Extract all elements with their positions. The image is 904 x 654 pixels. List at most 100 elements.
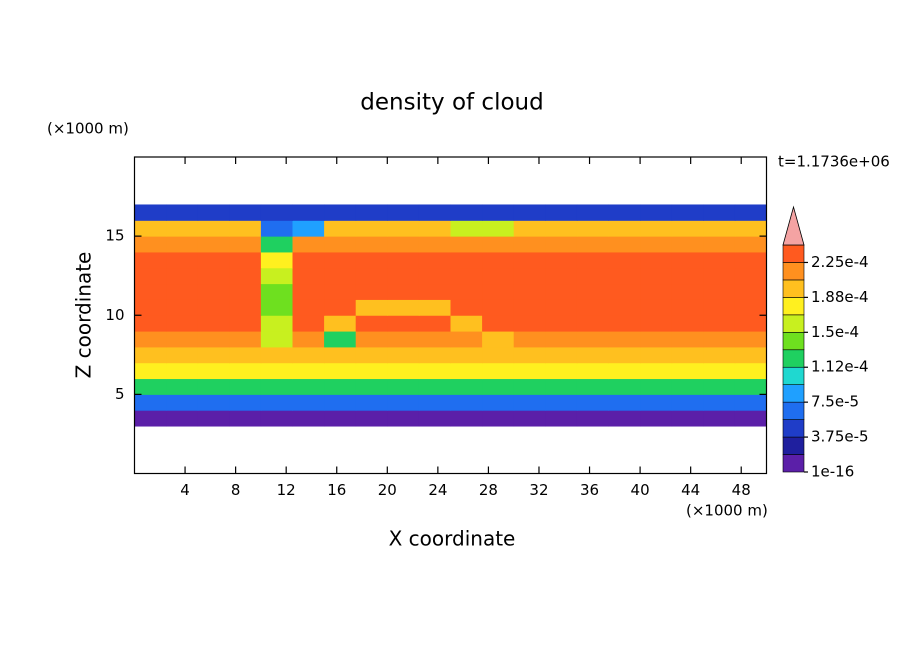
field-cell <box>513 362 546 380</box>
field-cell <box>671 299 704 316</box>
colorbar-tick-label: 2.25e-4 <box>811 253 869 271</box>
field-cell <box>355 394 388 411</box>
field-cell <box>608 283 641 300</box>
colorbar-band <box>782 436 805 455</box>
x-tick-label: 48 <box>732 481 751 499</box>
field-cell <box>608 394 641 411</box>
field-cell <box>640 315 673 332</box>
field-cell <box>734 299 767 316</box>
field-cell <box>640 346 673 364</box>
colorbar-tick-label: 7.5e-5 <box>811 393 859 411</box>
field-cell <box>260 331 293 348</box>
field-cell <box>545 299 578 316</box>
field-cell <box>608 331 641 348</box>
field-cell <box>545 410 578 427</box>
field-cell <box>418 283 451 300</box>
field-cell <box>703 299 736 316</box>
field-cell <box>260 410 293 427</box>
field-cell <box>355 251 388 269</box>
field-cell <box>545 394 578 411</box>
colorbar-band <box>782 279 805 298</box>
field-cell <box>418 394 451 411</box>
field-cell <box>387 204 420 221</box>
field-cell <box>355 362 388 380</box>
field-cell <box>229 394 262 411</box>
field-cell <box>166 267 199 285</box>
field-cell <box>545 283 578 300</box>
field-cell <box>260 220 293 237</box>
field-cell <box>134 236 167 253</box>
field-cell <box>134 362 167 380</box>
field-cell <box>260 362 293 380</box>
field-cell <box>229 267 262 285</box>
field-cell <box>324 251 357 269</box>
field-cell <box>671 236 704 253</box>
time-label: t=1.1736e+06 <box>778 153 890 171</box>
field-cell <box>260 283 293 300</box>
field-cell <box>355 331 388 348</box>
field-cell <box>197 362 230 380</box>
field-cell <box>703 315 736 332</box>
field-cell <box>576 299 609 316</box>
field-cell <box>418 251 451 269</box>
field-cell <box>640 394 673 411</box>
field-cell <box>387 251 420 269</box>
field-cell <box>703 236 736 253</box>
field-cell <box>229 283 262 300</box>
field-cell <box>450 299 483 316</box>
x-tick-label: 40 <box>631 481 650 499</box>
field-cell <box>260 394 293 411</box>
field-cell <box>513 394 546 411</box>
field-cell <box>734 204 767 221</box>
y-tick-label: 10 <box>105 306 124 324</box>
field-cell <box>166 315 199 332</box>
field-cell <box>450 394 483 411</box>
field-cell <box>450 283 483 300</box>
field-cell <box>197 394 230 411</box>
field-cell <box>450 236 483 253</box>
field-cell <box>229 362 262 380</box>
field-cell <box>608 315 641 332</box>
field-cell <box>734 362 767 380</box>
field-cell <box>166 236 199 253</box>
x-tick-label: 44 <box>681 481 700 499</box>
field-cell <box>229 315 262 332</box>
field-cell <box>450 220 483 237</box>
field-cell <box>576 315 609 332</box>
colorbar-band <box>782 314 805 333</box>
field-cell <box>703 283 736 300</box>
field-cell <box>513 267 546 285</box>
field-cell <box>482 331 515 348</box>
field-cell <box>134 251 167 269</box>
colorbar-band <box>782 401 805 420</box>
field-cell <box>134 315 167 332</box>
field-cell <box>229 251 262 269</box>
field-cell <box>387 283 420 300</box>
field-cell <box>703 362 736 380</box>
field-cell <box>324 204 357 221</box>
field-cell <box>513 220 546 237</box>
field-cell <box>640 331 673 348</box>
field-cell <box>640 283 673 300</box>
field-cell <box>671 331 704 348</box>
field-cell <box>545 220 578 237</box>
field-cell <box>640 204 673 221</box>
x-tick-label: 16 <box>327 481 346 499</box>
field-cell <box>166 220 199 237</box>
field-cell <box>545 378 578 395</box>
field-cell <box>324 299 357 316</box>
field-cell <box>671 283 704 300</box>
field-cell <box>387 410 420 427</box>
field-cell <box>671 378 704 395</box>
field-cell <box>640 299 673 316</box>
field-cell <box>734 410 767 427</box>
x-tick-label: 12 <box>277 481 296 499</box>
field-cell <box>482 394 515 411</box>
field-cell <box>608 251 641 269</box>
field-cell <box>387 378 420 395</box>
field-cell <box>576 394 609 411</box>
field-cell <box>513 251 546 269</box>
field-cell <box>324 410 357 427</box>
field-cell <box>482 236 515 253</box>
colorbar-tick-label: 3.75e-5 <box>811 428 869 446</box>
